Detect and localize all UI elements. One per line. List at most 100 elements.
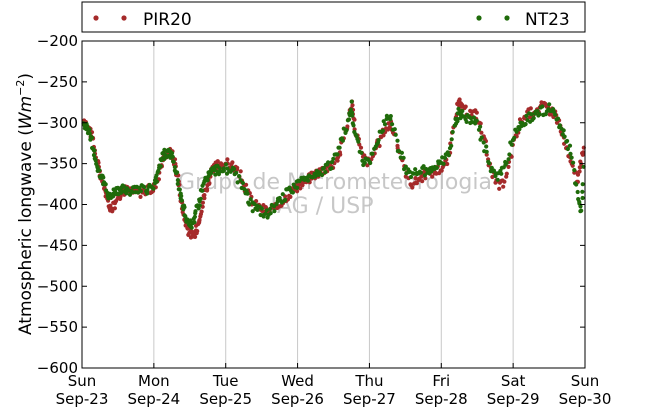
data-point-nt23: [130, 190, 135, 195]
data-point-nt23: [85, 124, 90, 129]
data-point-nt23: [205, 178, 210, 183]
data-point-nt23: [209, 171, 214, 176]
data-point-nt23: [484, 144, 489, 149]
x-tick-label-date: Sep-26: [271, 390, 324, 408]
data-point-nt23: [137, 185, 142, 190]
data-point-nt23: [484, 149, 489, 154]
data-point-nt23: [240, 180, 245, 186]
x-tick-label-date: Sep-24: [127, 390, 180, 408]
data-point-nt23: [487, 161, 492, 166]
data-point-nt23: [92, 148, 97, 153]
data-point-nt23: [509, 142, 514, 147]
data-point-nt23: [504, 160, 509, 165]
data-point-nt23: [321, 165, 326, 171]
grid: [153, 41, 514, 368]
data-point-nt23: [350, 110, 355, 115]
data-point-nt23: [87, 127, 92, 132]
x-tick-label-day: Wed: [281, 372, 314, 390]
data-point-pir20: [345, 124, 350, 129]
data-point-nt23: [422, 173, 427, 178]
data-point-nt23: [323, 170, 328, 175]
data-point-nt23: [221, 168, 226, 173]
data-point-pir20: [295, 189, 300, 194]
data-point-nt23: [305, 178, 311, 183]
x-axis: SunSep-23MonSep-24TueSep-25WedSep-26ThuS…: [56, 41, 612, 408]
data-point-nt23: [193, 211, 198, 216]
data-point-nt23: [89, 135, 95, 140]
data-point-nt23: [446, 153, 451, 158]
data-point-nt23: [350, 113, 355, 118]
data-point-nt23: [514, 129, 519, 134]
data-point-nt23: [158, 164, 163, 169]
x-tick-label-day: Sun: [68, 372, 97, 390]
data-point-nt23: [575, 189, 580, 195]
data-point-nt23: [479, 135, 484, 140]
data-point-nt23: [562, 134, 567, 139]
data-point-nt23: [138, 189, 143, 194]
legend-label-pir20: PIR20: [143, 10, 192, 30]
data-point-nt23: [455, 119, 460, 124]
data-point-nt23: [248, 197, 253, 202]
data-point-nt23: [574, 182, 579, 187]
data-point-nt23: [408, 174, 414, 180]
data-point-nt23: [553, 112, 558, 117]
data-point-nt23: [449, 137, 454, 142]
data-point-nt23: [578, 204, 583, 209]
x-tick-label-day: Tue: [212, 372, 239, 390]
data-point-nt23: [200, 188, 205, 193]
data-point-nt23: [395, 138, 400, 143]
data-point-pir20: [225, 157, 230, 162]
data-point-nt23: [145, 191, 150, 196]
x-tick-label-day: Mon: [138, 372, 170, 390]
data-point-pir20: [298, 186, 303, 191]
data-point-nt23: [87, 131, 92, 136]
data-point-nt23: [283, 197, 288, 202]
data-point-nt23: [434, 165, 439, 170]
legend-label-nt23: NT23: [525, 10, 570, 30]
data-point-nt23: [268, 206, 273, 211]
data-point-pir20: [358, 145, 364, 150]
data-point-nt23: [264, 208, 269, 213]
data-point-pir20: [478, 121, 483, 126]
data-point-nt23: [523, 122, 528, 127]
data-points: [81, 97, 586, 240]
data-point-pir20: [484, 152, 489, 157]
x-tick-label-day: Sat: [501, 372, 526, 390]
data-point-nt23: [442, 155, 448, 160]
data-point-nt23: [524, 113, 529, 118]
data-point-pir20: [419, 174, 424, 179]
data-point-pir20: [439, 168, 444, 173]
data-point-nt23: [192, 214, 197, 219]
data-point-nt23: [198, 196, 203, 201]
data-point-nt23: [171, 159, 176, 164]
y-axis: −200 −250 −300 −350 −400 −450 −500 −550 −600: [37, 32, 585, 377]
data-point-pir20: [195, 229, 200, 234]
data-point-pir20: [413, 176, 418, 181]
data-point-nt23: [175, 178, 180, 183]
data-point-nt23: [101, 175, 106, 180]
data-point-nt23: [259, 206, 264, 211]
data-point-nt23: [179, 198, 184, 203]
data-point-pir20: [528, 106, 533, 111]
data-point-nt23: [401, 155, 406, 160]
data-point-nt23: [370, 151, 375, 156]
data-point-nt23: [154, 179, 159, 184]
data-point-pir20: [112, 206, 117, 211]
data-point-nt23: [177, 187, 182, 192]
data-point-nt23: [471, 115, 477, 120]
data-point-nt23: [413, 167, 418, 172]
data-point-nt23: [247, 202, 252, 207]
data-point-pir20: [138, 194, 143, 199]
data-point-nt23: [392, 127, 397, 132]
data-point-nt23: [280, 192, 285, 197]
data-point-pir20: [497, 186, 502, 191]
data-point-pir20: [200, 200, 205, 205]
y-tick-label: −200: [37, 32, 78, 50]
data-point-nt23: [569, 155, 574, 160]
data-point-nt23: [565, 146, 571, 152]
y-tick-label: −500: [37, 277, 78, 295]
data-point-nt23: [561, 128, 566, 133]
x-tick-label-date: Sep-30: [559, 390, 612, 408]
data-point-nt23: [320, 172, 325, 178]
